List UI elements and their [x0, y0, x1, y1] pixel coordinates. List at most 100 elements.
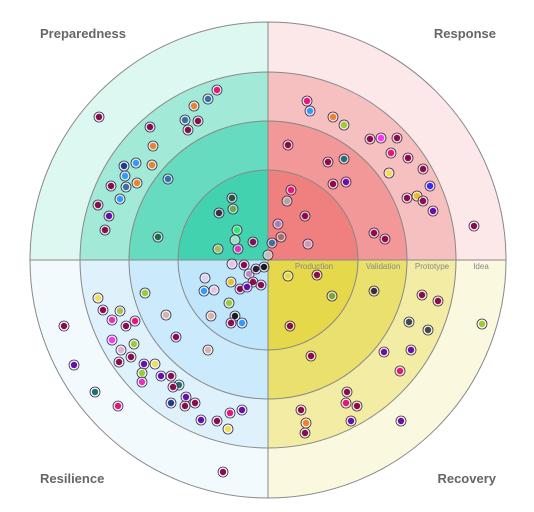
- blip[interactable]: [128, 338, 140, 350]
- blip[interactable]: [103, 210, 115, 222]
- blip[interactable]: [167, 381, 179, 393]
- blip[interactable]: [182, 124, 194, 136]
- blip[interactable]: [241, 281, 253, 293]
- blip[interactable]: [112, 400, 124, 412]
- blip[interactable]: [162, 173, 174, 185]
- blip[interactable]: [149, 358, 161, 370]
- blip[interactable]: [422, 324, 434, 336]
- blip[interactable]: [136, 367, 148, 379]
- blip[interactable]: [275, 231, 287, 243]
- blip[interactable]: [378, 346, 390, 358]
- blip[interactable]: [243, 268, 255, 280]
- blip[interactable]: [212, 243, 224, 255]
- blip[interactable]: [226, 258, 238, 270]
- blip[interactable]: [211, 415, 223, 427]
- blip[interactable]: [93, 111, 105, 123]
- blip[interactable]: [341, 386, 353, 398]
- blip[interactable]: [208, 284, 220, 296]
- blip[interactable]: [199, 272, 211, 284]
- blip[interactable]: [119, 170, 131, 182]
- blip[interactable]: [118, 160, 130, 172]
- blip[interactable]: [165, 397, 177, 409]
- blip[interactable]: [284, 320, 296, 332]
- blip[interactable]: [139, 287, 151, 299]
- blip[interactable]: [340, 176, 352, 188]
- blip[interactable]: [301, 95, 313, 107]
- blip[interactable]: [136, 376, 148, 388]
- blip[interactable]: [432, 295, 444, 307]
- blip[interactable]: [255, 279, 267, 291]
- blip[interactable]: [236, 404, 248, 416]
- blip[interactable]: [368, 285, 380, 297]
- blip[interactable]: [424, 180, 436, 192]
- blip[interactable]: [304, 105, 316, 117]
- blip[interactable]: [105, 180, 117, 192]
- blip[interactable]: [247, 236, 259, 248]
- blip[interactable]: [302, 238, 314, 250]
- blip[interactable]: [114, 193, 126, 205]
- blip[interactable]: [311, 269, 323, 281]
- blip[interactable]: [340, 397, 352, 409]
- blip[interactable]: [213, 207, 225, 219]
- blip[interactable]: [170, 331, 182, 343]
- blip[interactable]: [120, 181, 132, 193]
- blip[interactable]: [192, 115, 204, 127]
- blip[interactable]: [211, 84, 223, 96]
- blip[interactable]: [364, 133, 376, 145]
- blip[interactable]: [368, 227, 380, 239]
- blip[interactable]: [326, 290, 338, 302]
- blip[interactable]: [189, 397, 201, 409]
- blip[interactable]: [338, 153, 350, 165]
- blip[interactable]: [345, 415, 357, 427]
- blip[interactable]: [281, 195, 293, 207]
- blip[interactable]: [222, 423, 234, 435]
- blip[interactable]: [58, 320, 70, 332]
- blip[interactable]: [155, 370, 167, 382]
- blip[interactable]: [217, 466, 229, 478]
- blip[interactable]: [468, 220, 480, 232]
- blip[interactable]: [476, 318, 488, 330]
- blip[interactable]: [295, 404, 307, 416]
- blip[interactable]: [113, 356, 125, 368]
- blip[interactable]: [266, 237, 278, 249]
- blip[interactable]: [394, 365, 406, 377]
- blip[interactable]: [258, 261, 270, 273]
- blip[interactable]: [160, 309, 172, 321]
- blip[interactable]: [391, 132, 403, 144]
- blip[interactable]: [68, 359, 80, 371]
- blip[interactable]: [300, 417, 312, 429]
- blip[interactable]: [138, 358, 150, 370]
- blip[interactable]: [395, 415, 407, 427]
- blip[interactable]: [338, 119, 350, 131]
- blip[interactable]: [97, 304, 109, 316]
- blip[interactable]: [202, 344, 214, 356]
- blip[interactable]: [129, 315, 141, 327]
- blip[interactable]: [229, 234, 241, 246]
- blip[interactable]: [202, 93, 214, 105]
- blip[interactable]: [262, 249, 274, 261]
- blip[interactable]: [99, 224, 111, 236]
- blip[interactable]: [188, 100, 200, 112]
- blip[interactable]: [402, 152, 414, 164]
- blip[interactable]: [179, 400, 191, 412]
- blip[interactable]: [238, 259, 250, 271]
- blip[interactable]: [351, 400, 363, 412]
- blip[interactable]: [125, 351, 137, 363]
- blip[interactable]: [147, 140, 159, 152]
- blip[interactable]: [405, 344, 417, 356]
- blip[interactable]: [131, 177, 143, 189]
- blip[interactable]: [225, 317, 237, 329]
- blip[interactable]: [224, 407, 236, 419]
- blip[interactable]: [427, 205, 439, 217]
- blip[interactable]: [322, 156, 334, 168]
- blip[interactable]: [92, 292, 104, 304]
- blip[interactable]: [416, 289, 428, 301]
- blip[interactable]: [152, 231, 164, 243]
- blip[interactable]: [179, 114, 191, 126]
- blip[interactable]: [327, 178, 339, 190]
- blip[interactable]: [231, 224, 243, 236]
- blip[interactable]: [225, 276, 237, 288]
- blip[interactable]: [120, 320, 132, 332]
- blip[interactable]: [130, 157, 142, 169]
- blip[interactable]: [305, 350, 317, 362]
